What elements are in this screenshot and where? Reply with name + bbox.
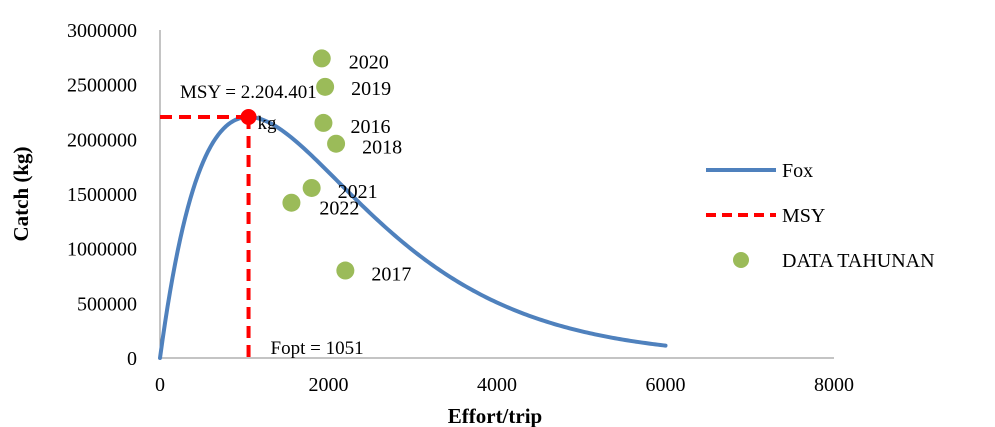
data-point <box>314 113 333 132</box>
fox-curve-line <box>158 114 668 360</box>
legend: Fox MSY DATA TAHUNAN <box>706 160 935 272</box>
data-point <box>316 77 335 96</box>
data-point <box>312 49 331 68</box>
msy-point <box>240 108 257 125</box>
msy-annotation-line2: kg <box>258 113 278 134</box>
data-point <box>302 178 321 197</box>
data-point <box>327 134 346 153</box>
legend-data-label: DATA TAHUNAN <box>782 250 935 272</box>
x-tick-label: 0 <box>155 374 165 396</box>
x-tick-label: 4000 <box>477 374 517 396</box>
data-point <box>336 261 355 280</box>
axes <box>159 30 834 359</box>
y-tick-label: 1500000 <box>67 184 137 206</box>
legend-fox-label: Fox <box>782 160 813 182</box>
data-point-label: 2021 <box>338 181 378 203</box>
y-axis-title: Catch (kg) <box>9 146 33 241</box>
data-point-label: 2018 <box>362 137 402 159</box>
x-tick-label: 8000 <box>814 374 854 396</box>
msy-annotation-line1: MSY = 2.204.401 <box>180 82 317 103</box>
data-point-label: 2016 <box>350 116 390 138</box>
fopt-annotation: Fopt = 1051 <box>271 338 364 359</box>
tick-labels: 0 500000 1000000 1500000 2000000 2500000 30000… <box>67 20 854 396</box>
y-tick-label: 3000000 <box>67 20 137 42</box>
y-tick-label: 1000000 <box>67 239 137 261</box>
data-point-label: 2017 <box>371 264 411 286</box>
x-tick-label: 6000 <box>646 374 686 396</box>
legend-msy-label: MSY <box>782 205 825 227</box>
x-axis-title: Effort/trip <box>448 404 542 427</box>
data-point-label: 2019 <box>351 78 391 100</box>
y-tick-label: 2000000 <box>67 129 137 151</box>
data-point-label: 2022 <box>319 198 359 220</box>
y-tick-label: 500000 <box>77 293 137 315</box>
y-tick-label: 2500000 <box>67 75 137 97</box>
data-point <box>282 193 301 212</box>
data-point-label: 2020 <box>349 51 389 73</box>
legend-data-swatch <box>733 252 749 268</box>
y-tick-label: 0 <box>127 348 137 370</box>
x-tick-label: 2000 <box>309 374 349 396</box>
